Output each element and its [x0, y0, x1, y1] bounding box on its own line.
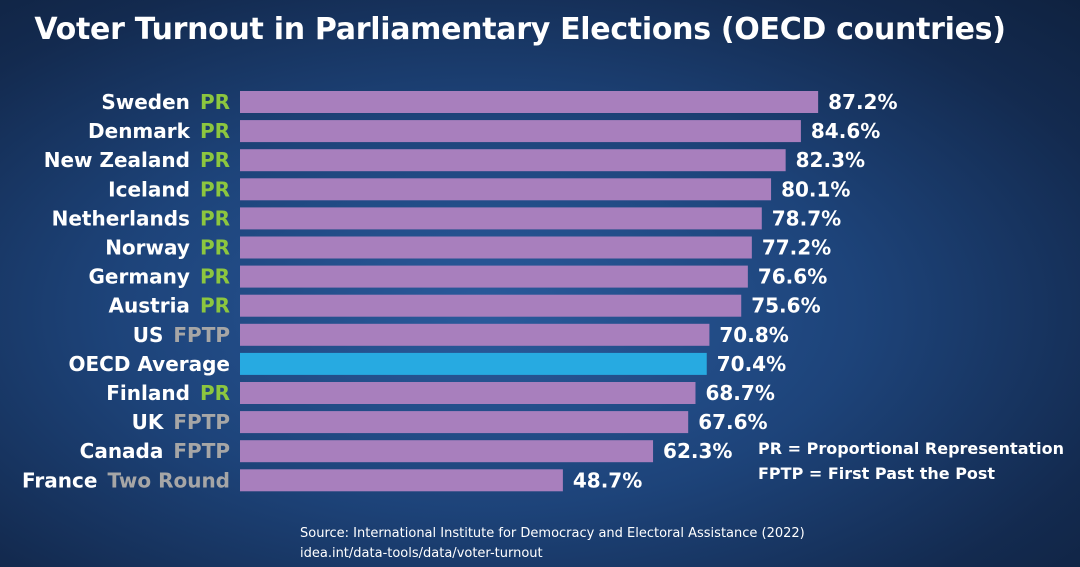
- value-label-sweden: 87.2%: [828, 90, 897, 114]
- bar-oecd-average: [240, 352, 707, 375]
- value-label-iceland: 80.1%: [781, 177, 850, 201]
- country-label-germany: Germany: [88, 265, 189, 289]
- country-label-iceland: Iceland: [108, 177, 190, 201]
- bar-us: [240, 323, 710, 346]
- country-label-oecd-average: OECD Average: [68, 352, 230, 376]
- bar-canada: [240, 440, 654, 463]
- bar-denmark: [240, 120, 801, 143]
- country-label-uk: UK: [132, 410, 165, 434]
- bar-finland: [240, 382, 696, 404]
- source-line-2: idea.int/data-tools/data/voter-turnout: [300, 546, 543, 561]
- bar-sweden: [240, 91, 819, 113]
- system-label-netherlands: PR: [200, 206, 230, 230]
- system-label-us: FPTP: [173, 323, 230, 347]
- country-label-canada: Canada: [80, 439, 164, 463]
- value-label-austria: 75.6%: [751, 294, 820, 318]
- bar-austria: [240, 294, 742, 317]
- system-label-sweden: PR: [200, 90, 230, 114]
- value-label-canada: 62.3%: [663, 439, 732, 463]
- value-label-us: 70.8%: [719, 323, 788, 347]
- country-label-new-zealand: New Zealand: [44, 148, 190, 172]
- value-label-germany: 76.6%: [758, 265, 827, 289]
- bar-netherlands: [240, 207, 762, 230]
- value-label-oecd-average: 70.4%: [717, 352, 786, 376]
- system-label-uk: FPTP: [173, 410, 230, 434]
- legend-pr: PR = Proportional Representation: [758, 439, 1064, 458]
- legend: PR = Proportional Representation FPTP = …: [758, 436, 1064, 486]
- bar-germany: [240, 265, 748, 288]
- country-label-france: France: [22, 468, 97, 492]
- source-line-1: Source: International Institute for Demo…: [300, 526, 805, 541]
- country-label-norway: Norway: [105, 236, 190, 260]
- bar-france: [240, 469, 563, 492]
- value-label-uk: 67.6%: [698, 410, 767, 434]
- value-label-france: 48.7%: [573, 468, 642, 492]
- value-label-netherlands: 78.7%: [772, 206, 841, 230]
- system-label-germany: PR: [200, 265, 230, 289]
- system-label-denmark: PR: [200, 119, 230, 143]
- country-label-austria: Austria: [109, 294, 190, 318]
- country-label-netherlands: Netherlands: [52, 206, 190, 230]
- bar-norway: [240, 236, 752, 259]
- country-label-sweden: Sweden: [101, 90, 190, 114]
- system-label-austria: PR: [200, 294, 230, 318]
- system-label-finland: PR: [200, 381, 230, 405]
- system-label-france: Two Round: [107, 468, 230, 492]
- country-label-finland: Finland: [106, 381, 190, 405]
- value-label-norway: 77.2%: [762, 236, 831, 260]
- value-label-finland: 68.7%: [705, 381, 774, 405]
- legend-fptp: FPTP = First Past the Post: [758, 464, 996, 483]
- system-label-canada: FPTP: [173, 439, 230, 463]
- chart-title: Voter Turnout in Parliamentary Elections…: [34, 12, 1006, 47]
- value-label-denmark: 84.6%: [811, 119, 880, 143]
- country-label-us: US: [133, 323, 164, 347]
- system-label-iceland: PR: [200, 177, 230, 201]
- country-label-denmark: Denmark: [88, 119, 191, 143]
- system-label-new-zealand: PR: [200, 148, 230, 172]
- bar-iceland: [240, 178, 772, 201]
- source-note: Source: International Institute for Demo…: [300, 524, 805, 564]
- bar-uk: [240, 411, 689, 434]
- value-label-new-zealand: 82.3%: [796, 148, 865, 172]
- system-label-norway: PR: [200, 236, 230, 260]
- bar-new-zealand: [240, 149, 786, 172]
